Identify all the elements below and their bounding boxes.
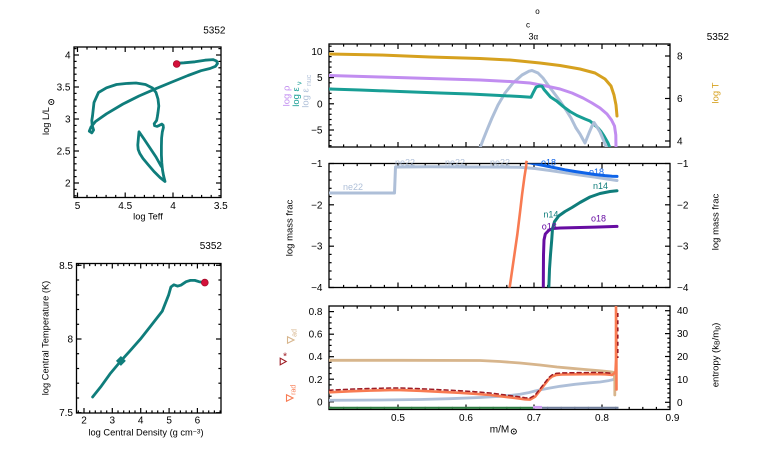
svg-text:rad: rad bbox=[291, 385, 298, 395]
svg-text:3α: 3α bbox=[529, 32, 539, 42]
svg-text:4.5: 4.5 bbox=[118, 201, 132, 212]
svg-text:0.6: 0.6 bbox=[459, 413, 473, 424]
svg-text:entropy (kB/mp): entropy (kB/mp) bbox=[711, 323, 722, 388]
svg-text:4: 4 bbox=[65, 51, 71, 62]
svg-text:c: c bbox=[526, 21, 530, 30]
svg-text:log ε: log ε bbox=[301, 87, 312, 107]
svg-text:−2: −2 bbox=[677, 200, 689, 211]
svg-text:ad: ad bbox=[292, 329, 299, 337]
svg-text:0: 0 bbox=[317, 397, 323, 408]
svg-text:ne22: ne22 bbox=[343, 182, 363, 192]
svg-text:o: o bbox=[535, 7, 540, 16]
svg-text:o18: o18 bbox=[542, 221, 557, 231]
svg-text:o18: o18 bbox=[589, 167, 604, 177]
svg-text:5352: 5352 bbox=[200, 241, 223, 252]
svg-text:8: 8 bbox=[677, 52, 683, 63]
svg-text:3.5: 3.5 bbox=[214, 201, 228, 212]
svg-text:−3: −3 bbox=[311, 242, 323, 253]
svg-text:log mass frac: log mass frac bbox=[711, 194, 722, 251]
svg-text:−2: −2 bbox=[311, 200, 323, 211]
svg-text:log T: log T bbox=[711, 82, 722, 103]
svg-text:m/M: m/M bbox=[490, 425, 509, 436]
svg-text:7.5: 7.5 bbox=[59, 408, 73, 419]
svg-text:log ρ: log ρ bbox=[282, 85, 293, 106]
svg-text:log L/L: log L/L bbox=[41, 107, 51, 135]
svg-text:3.5: 3.5 bbox=[57, 83, 71, 94]
svg-text:3: 3 bbox=[65, 115, 71, 126]
svg-text:5352: 5352 bbox=[707, 32, 730, 43]
svg-text:ne22: ne22 bbox=[445, 157, 465, 167]
svg-text:0.8: 0.8 bbox=[309, 307, 323, 318]
svg-text:6: 6 bbox=[677, 94, 683, 105]
svg-text:5: 5 bbox=[166, 416, 172, 427]
svg-text:0.5: 0.5 bbox=[391, 413, 405, 424]
svg-text:4: 4 bbox=[170, 201, 176, 212]
svg-text:−4: −4 bbox=[311, 283, 323, 294]
svg-text:ν: ν bbox=[297, 81, 304, 85]
svg-text:log Teff: log Teff bbox=[133, 212, 163, 222]
svg-text:5352: 5352 bbox=[203, 26, 226, 37]
svg-text:0.4: 0.4 bbox=[309, 352, 323, 363]
svg-text:2: 2 bbox=[81, 416, 87, 427]
svg-text:n14: n14 bbox=[593, 181, 608, 191]
svg-text:2: 2 bbox=[65, 179, 71, 190]
svg-text:log ε: log ε bbox=[291, 86, 302, 106]
svg-text:3: 3 bbox=[110, 416, 116, 427]
svg-text:0: 0 bbox=[677, 398, 683, 409]
svg-text:8: 8 bbox=[67, 335, 73, 346]
svg-text:−1: −1 bbox=[677, 159, 689, 170]
svg-text:20: 20 bbox=[677, 352, 689, 363]
svg-text:−1: −1 bbox=[311, 159, 323, 170]
svg-text:log Central Density (g cm−3): log Central Density (g cm−3) bbox=[88, 428, 203, 438]
svg-text:0.8: 0.8 bbox=[595, 413, 609, 424]
svg-text:−3: −3 bbox=[677, 242, 689, 253]
svg-text:4: 4 bbox=[677, 137, 683, 148]
svg-text:nuc: nuc bbox=[306, 74, 313, 86]
svg-text:−4: −4 bbox=[677, 283, 689, 294]
svg-text:*: * bbox=[283, 351, 287, 363]
svg-text:10: 10 bbox=[677, 375, 689, 386]
svg-text:0.2: 0.2 bbox=[309, 375, 323, 386]
svg-text:ne22: ne22 bbox=[395, 157, 415, 167]
svg-text:4: 4 bbox=[138, 416, 144, 427]
svg-text:log Central Temperature (K): log Central Temperature (K) bbox=[41, 281, 51, 396]
svg-text:0.6: 0.6 bbox=[309, 330, 323, 341]
svg-text:40: 40 bbox=[677, 306, 689, 317]
svg-text:0.9: 0.9 bbox=[666, 413, 680, 424]
svg-text:0: 0 bbox=[317, 99, 323, 110]
svg-text:6: 6 bbox=[195, 416, 201, 427]
svg-text:8.5: 8.5 bbox=[59, 261, 73, 272]
svg-text:10: 10 bbox=[311, 47, 323, 58]
svg-text:0.7: 0.7 bbox=[527, 413, 541, 424]
svg-text:log mass frac: log mass frac bbox=[285, 200, 296, 257]
svg-text:5: 5 bbox=[317, 73, 323, 84]
svg-text:o18: o18 bbox=[541, 158, 556, 168]
svg-text:ne22: ne22 bbox=[490, 157, 510, 167]
svg-text:−5: −5 bbox=[311, 126, 323, 137]
svg-text:5: 5 bbox=[75, 201, 81, 212]
svg-text:30: 30 bbox=[677, 329, 689, 340]
svg-text:2.5: 2.5 bbox=[57, 147, 71, 158]
svg-text:o18: o18 bbox=[591, 214, 606, 224]
svg-text:n14: n14 bbox=[543, 210, 558, 220]
